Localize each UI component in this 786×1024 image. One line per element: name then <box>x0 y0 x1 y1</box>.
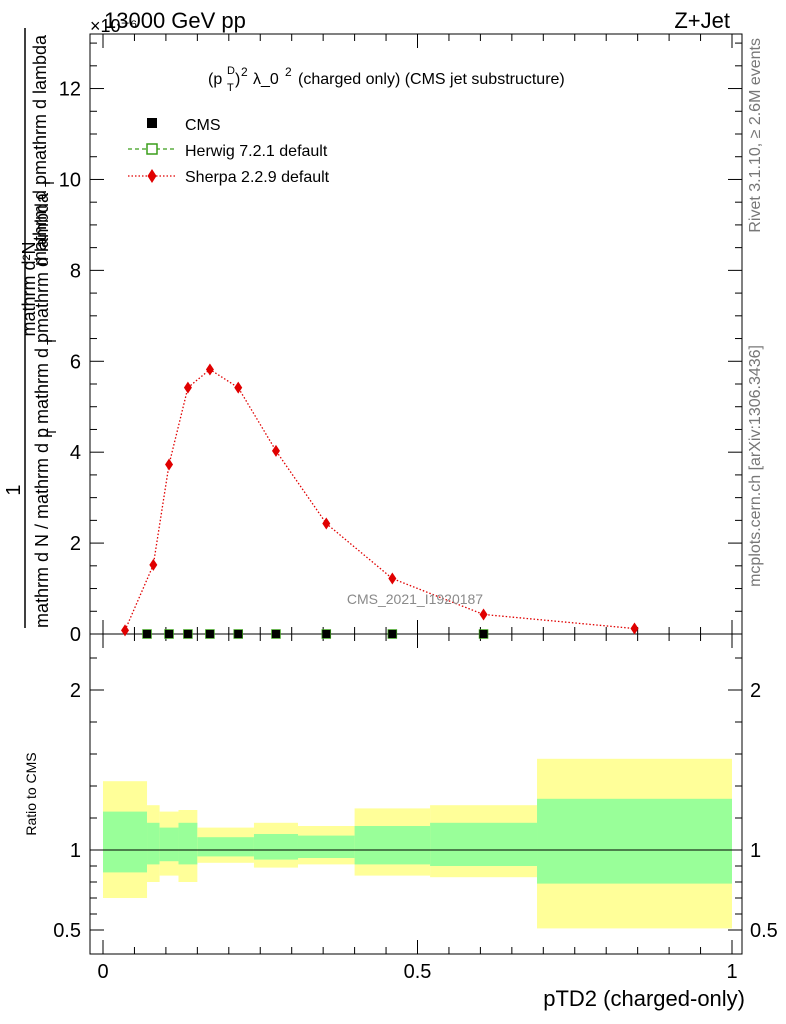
ratio-y-tick-label-right: 2 <box>750 680 761 702</box>
x-tick-label: 0 <box>97 961 108 983</box>
watermark-label: CMS_2021_I1920187 <box>347 591 483 607</box>
y-tick-label: 6 <box>70 351 81 373</box>
sherpa-point <box>234 381 243 394</box>
ratio-y-tick-label: 1 <box>70 840 81 862</box>
y-tick-label: 8 <box>70 260 81 282</box>
plot-title: (p D T ) 2 λ_0 2 (charged only) (CMS jet… <box>208 65 565 94</box>
cms-point <box>234 630 243 638</box>
ratio-axes: 0.5 0.5 1 1 2 2 <box>53 634 778 954</box>
x-tick-label: 1 <box>726 961 737 983</box>
cms-point <box>271 630 280 638</box>
sherpa-point <box>149 558 158 571</box>
ratio-band-green-4 <box>197 837 254 857</box>
cms-series <box>143 630 488 638</box>
ratio-y-tick-label-right: 0.5 <box>750 920 778 942</box>
ratio-band-green-5 <box>253 834 298 860</box>
sherpa-point <box>271 444 280 457</box>
process-label: Z+Jet <box>674 8 730 33</box>
main-y-axis-label: 1 mathrm d N / mathrm d p T mathrm d p T… <box>3 28 59 628</box>
legend-marker-sherpa <box>147 169 157 183</box>
cms-point <box>205 630 214 638</box>
ratio-frame <box>89 633 743 955</box>
cms-point <box>388 630 397 638</box>
svg-text:2: 2 <box>285 65 292 79</box>
y-label-denominator: mathrm d N / mathrm d p T mathrm d p T m… <box>32 192 59 628</box>
svg-text:(p: (p <box>208 71 222 88</box>
svg-text:(charged only) (CMS jet substr: (charged only) (CMS jet substructure) <box>298 71 565 88</box>
mcplots-label: mcplots.cern.ch [arXiv:1306.3436] <box>747 345 764 587</box>
y-tick-label: 0 <box>70 624 81 646</box>
y-tick-label: 10 <box>59 169 81 191</box>
ratio-band-green-9 <box>537 798 732 884</box>
x-axis-labels: 0 0.5 1 <box>97 961 737 983</box>
legend-label-sherpa: Sherpa 2.2.9 default <box>185 169 330 186</box>
y-label-top-fraction: mathrm d²N <box>19 241 39 336</box>
sherpa-point <box>630 622 639 635</box>
x-axis-title: pTD2 (charged-only) <box>543 986 745 1011</box>
cms-point <box>165 630 174 638</box>
exponent-label: ×10⁻⁶ <box>90 16 137 36</box>
svg-text:mathrm d lambda: mathrm d lambda <box>30 34 50 175</box>
svg-text:): ) <box>235 71 240 88</box>
ratio-y-tick-label: 0.5 <box>53 920 81 942</box>
ratio-band-green-7 <box>354 826 431 865</box>
svg-text:λ_0: λ_0 <box>253 71 279 88</box>
ratio-band-green-3 <box>178 822 198 865</box>
ratio-y-axis-label: Ratio to CMS <box>23 752 39 835</box>
ratio-band-green-2 <box>159 827 179 862</box>
svg-text:T: T <box>44 428 59 436</box>
svg-text:T: T <box>44 337 59 345</box>
ratio-band-green-6 <box>297 835 355 858</box>
sherpa-point <box>322 517 331 530</box>
legend-label-herwig: Herwig 7.2.1 default <box>185 143 328 160</box>
sherpa-point <box>121 624 130 637</box>
y-tick-label: 2 <box>70 533 81 555</box>
legend-marker-herwig <box>146 143 158 155</box>
svg-text:mathrm d²N: mathrm d²N <box>19 241 39 336</box>
y-tick-label: 4 <box>70 442 81 464</box>
y-label-inner-denominator: mathrm d p T mathrm d lambda <box>30 34 57 266</box>
ratio-y-tick-label: 2 <box>70 680 81 702</box>
ratio-y-tick-label-right: 1 <box>750 840 761 862</box>
svg-text:D: D <box>227 65 235 77</box>
y-label-numerator: 1 <box>3 484 25 495</box>
svg-text:mathrm d N / mathrm d p: mathrm d N / mathrm d p <box>32 428 52 628</box>
sherpa-point <box>479 608 488 621</box>
svg-text:mathrm d lambda: mathrm d lambda <box>32 192 52 333</box>
y-tick-label: 12 <box>59 79 81 101</box>
energy-label: 13000 GeV pp <box>104 8 246 33</box>
ratio-band-green-1 <box>147 822 160 865</box>
svg-text:2: 2 <box>241 65 248 79</box>
sherpa-point <box>165 458 174 471</box>
sherpa-point <box>388 572 397 585</box>
ratio-band-green-8 <box>430 822 538 866</box>
main-axes: 0 2 4 6 8 10 12 <box>59 34 742 646</box>
legend: CMS Herwig 7.2.1 default Sherpa 2.2.9 de… <box>128 117 330 186</box>
svg-text:mathrm d p: mathrm d p <box>30 175 50 266</box>
cms-point <box>322 630 331 638</box>
rivet-label: Rivet 3.1.10, ≥ 2.6M events <box>747 38 764 233</box>
legend-label-cms: CMS <box>185 117 221 134</box>
ratio-band-green-0 <box>103 811 148 873</box>
ratio-bands <box>103 758 732 929</box>
sherpa-point <box>183 381 192 394</box>
cms-point <box>479 630 488 638</box>
svg-text:mathrm d p: mathrm d p <box>32 333 52 424</box>
sherpa-point <box>205 363 214 376</box>
sherpa-series <box>121 363 639 637</box>
cms-point <box>143 630 152 638</box>
cms-point <box>183 630 192 638</box>
svg-text:T: T <box>42 179 57 187</box>
legend-marker-cms <box>147 118 157 128</box>
x-tick-label: 0.5 <box>404 961 432 983</box>
svg-text:T: T <box>227 82 234 94</box>
